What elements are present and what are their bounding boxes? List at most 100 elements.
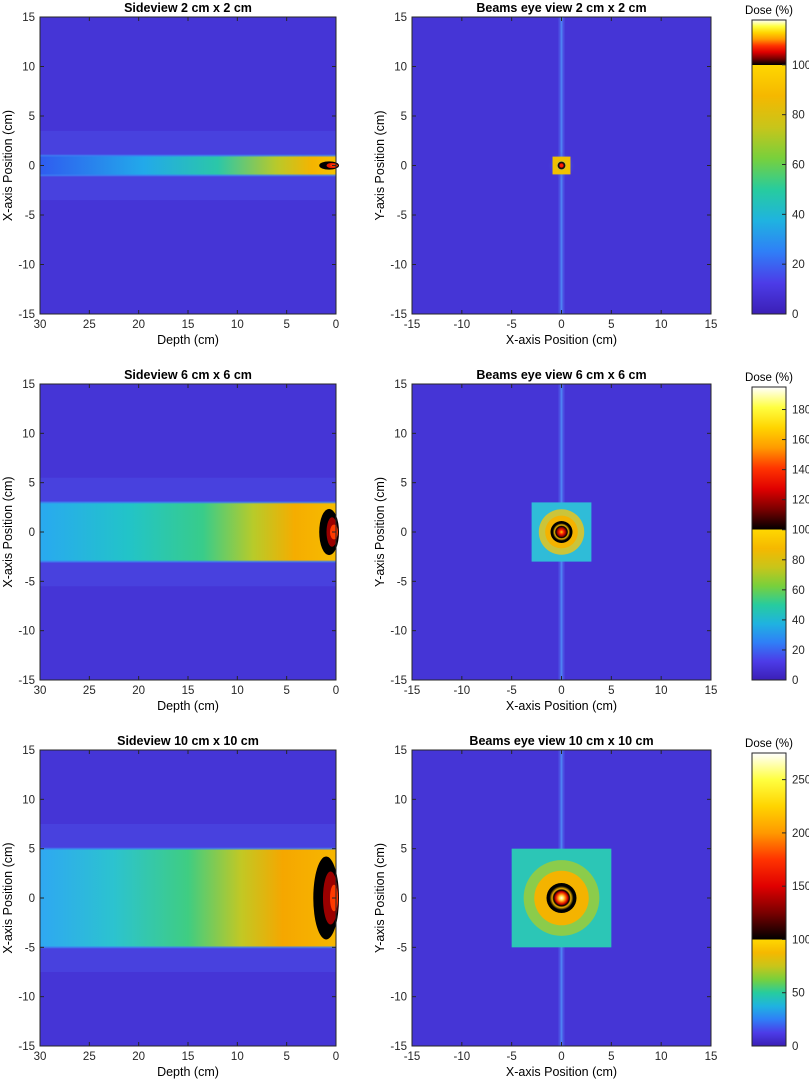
panel-side-1-xlabel: Depth (cm) <box>157 699 219 713</box>
panel-side-1-xtick-6: 0 <box>333 685 339 697</box>
colorbar-0-tick-5: 100 <box>792 60 809 72</box>
panel-side-0-beam <box>40 155 336 176</box>
panel-side-1-ytick-4: 5 <box>29 478 35 490</box>
panel-beam-0: -15 -10 -5 0 5 10 15 -15 -10 -5 0 5 10 15 Beams eye vi… <box>373 1 717 347</box>
panel-beam-2-xlabel: X-axis Position (cm) <box>506 1065 617 1079</box>
panel-side-0-ytick-1: -10 <box>18 260 35 272</box>
panel-beam-0-ylabel: Y-axis Position (cm) <box>373 111 387 221</box>
panel-beam-2-xtick-0: -15 <box>404 1051 421 1063</box>
panel-beam-0-ytick-4: 5 <box>401 111 407 123</box>
panel-side-2-ylabel: X-axis Position (cm) <box>1 842 15 953</box>
panel-side-2-ytick-1: -10 <box>18 992 35 1004</box>
panel-side-2: 30 25 20 15 10 5 0 -15 -10 -5 0 5 10 15 Sideview 10 cm… <box>1 734 339 1079</box>
panel-side-2-title: Sideview 10 cm x 10 cm <box>117 734 259 748</box>
panel-beam-0-xtick-3: 0 <box>558 319 564 331</box>
panel-beam-1-ytick-4: 5 <box>401 478 407 490</box>
panel-beam-1-ytick-5: 10 <box>394 428 407 440</box>
colorbar-2-tick-0: 0 <box>792 1041 798 1053</box>
panel-side-0-title: Sideview 2 cm x 2 cm <box>124 1 252 15</box>
panel-beam-1-title: Beams eye view 6 cm x 6 cm <box>476 368 646 382</box>
colorbar-1-tick-6: 120 <box>792 495 809 507</box>
colorbar-2-gradient <box>752 753 786 1046</box>
panel-side-0-ytick-5: 10 <box>22 62 35 74</box>
panel-side-1-ytick-2: -5 <box>25 576 35 588</box>
colorbar-1-tick-1: 20 <box>792 645 805 657</box>
panel-side-1-ytick-1: -10 <box>18 626 35 638</box>
panel-beam-2-xtick-6: 15 <box>705 1051 718 1063</box>
panel-beam-0-xtick-4: 5 <box>608 319 614 331</box>
panel-beam-2-xtick-4: 5 <box>608 1051 614 1063</box>
colorbar-1-tick-3: 60 <box>792 585 805 597</box>
panel-beam-1-xtick-5: 10 <box>655 685 668 697</box>
panel-side-0-xtick-4: 10 <box>231 319 244 331</box>
colorbar-0-tick-1: 20 <box>792 259 805 271</box>
panel-beam-0-xlabel: X-axis Position (cm) <box>506 333 617 347</box>
colorbar-1-label: Dose (%) <box>745 372 793 384</box>
colorbar-0-gradient <box>752 20 786 314</box>
panel-side-2-beam <box>40 848 336 948</box>
panel-beam-1-xtick-3: 0 <box>558 685 564 697</box>
panel-side-0-ytick-6: 15 <box>22 12 35 24</box>
panel-side-1-xtick-4: 10 <box>231 685 244 697</box>
panel-beam-2-ytick-6: 15 <box>394 745 407 757</box>
colorbar-2-tick-2: 100 <box>792 934 809 946</box>
colorbar-0-tick-3: 60 <box>792 160 805 172</box>
colorbar-1-tick-4: 80 <box>792 555 805 567</box>
panel-side-1-ytick-6: 15 <box>22 379 35 391</box>
panel-beam-2-xtick-3: 0 <box>558 1051 564 1063</box>
panel-side-2-xlabel: Depth (cm) <box>157 1065 219 1079</box>
panel-side-1-ytick-3: 0 <box>29 527 35 539</box>
colorbar-1-tick-0: 0 <box>792 675 798 687</box>
colorbar-1-tick-5: 100 <box>792 525 809 537</box>
panel-side-0: 30 25 20 15 10 5 0 -15 -10 -5 0 5 10 15 Sideview 2 cm … <box>1 1 339 347</box>
panel-side-2-ytick-6: 15 <box>22 745 35 757</box>
panel-beam-0-xtick-5: 10 <box>655 319 668 331</box>
panel-beam-2-xtick-2: -5 <box>507 1051 517 1063</box>
panel-beam-0-ytick-2: -5 <box>397 210 407 222</box>
panel-beam-2-ytick-2: -5 <box>397 942 407 954</box>
panel-beam-1-xtick-0: -15 <box>404 685 421 697</box>
panel-side-1-title: Sideview 6 cm x 6 cm <box>124 368 252 382</box>
panel-side-2-xtick-3: 15 <box>182 1051 195 1063</box>
panel-side-0-ylabel: X-axis Position (cm) <box>1 110 15 221</box>
colorbar-2-tick-5: 250 <box>792 775 809 787</box>
panel-side-1-xtick-3: 15 <box>182 685 195 697</box>
panel-beam-0-xtick-0: -15 <box>404 319 421 331</box>
panel-side-2-xtick-0: 30 <box>34 1051 47 1063</box>
panel-beam-1-ytick-2: -5 <box>397 576 407 588</box>
panel-beam-1-ytick-1: -10 <box>390 626 407 638</box>
panel-side-0-xtick-3: 15 <box>182 319 195 331</box>
panel-beam-2: -15 -10 -5 0 5 10 15 -15 -10 -5 0 5 10 15 Beams eye vi… <box>373 734 717 1079</box>
panel-beam-1-xtick-2: -5 <box>507 685 517 697</box>
panel-side-0-ytick-0: -15 <box>18 309 35 321</box>
panel-beam-1-ytick-6: 15 <box>394 379 407 391</box>
colorbar-1-tick-8: 160 <box>792 435 809 447</box>
panel-side-0-xtick-2: 20 <box>132 319 145 331</box>
panel-beam-0-ytick-3: 0 <box>401 161 407 173</box>
panel-side-2-ytick-2: -5 <box>25 942 35 954</box>
panel-beam-0-title: Beams eye view 2 cm x 2 cm <box>476 1 646 15</box>
colorbar-0-tick-0: 0 <box>792 309 798 321</box>
panel-side-0-ytick-4: 5 <box>29 111 35 123</box>
colorbar-2-tick-3: 150 <box>792 881 809 893</box>
panel-side-0-ytick-3: 0 <box>29 161 35 173</box>
panel-beam-1-xlabel: X-axis Position (cm) <box>506 699 617 713</box>
panel-beam-0-xtick-6: 15 <box>705 319 718 331</box>
panel-side-2-ytick-0: -15 <box>18 1041 35 1053</box>
panel-beam-2-xtick-5: 10 <box>655 1051 668 1063</box>
panel-beam-1-ytick-3: 0 <box>401 527 407 539</box>
colorbar-1-tick-7: 140 <box>792 465 809 477</box>
panel-side-2-xtick-4: 10 <box>231 1051 244 1063</box>
colorbar-2: 0 50 100 150 200 250 Dose (%) <box>745 738 809 1053</box>
panel-side-2-ytick-3: 0 <box>29 893 35 905</box>
panel-side-1-xtick-5: 5 <box>283 685 289 697</box>
panel-side-0-xtick-0: 30 <box>34 319 47 331</box>
panel-beam-2-xtick-1: -10 <box>454 1051 471 1063</box>
panel-beam-2-ylabel: Y-axis Position (cm) <box>373 843 387 953</box>
panel-beam-0-xtick-1: -10 <box>454 319 471 331</box>
panel-beam-2-ytick-1: -10 <box>390 992 407 1004</box>
panel-side-2-ytick-5: 10 <box>22 794 35 806</box>
panel-side-2-xtick-5: 5 <box>283 1051 289 1063</box>
